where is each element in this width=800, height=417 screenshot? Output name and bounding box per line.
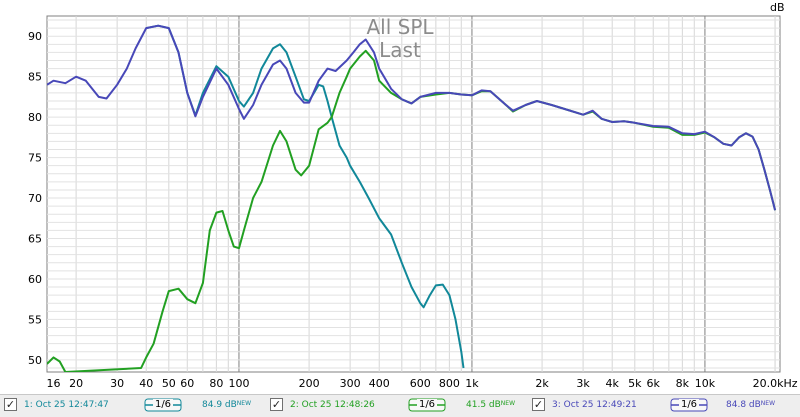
x-tick-label: 60 [180,377,194,390]
y-tick-label: 65 [28,233,42,246]
y-axis-label: dB [770,1,785,14]
x-tick-label: 50 [162,377,176,390]
y-tick-label: 50 [28,354,42,367]
x-tick-label: 5k [628,377,642,390]
legend-bar: ✓ 1: Oct 25 12:47:47 1/6 84.9 dBNEW ✓ 2:… [0,394,800,417]
smoothing-label-3: 1/6 [678,399,700,410]
x-tick-label: 200 [299,377,320,390]
series-line-2 [47,49,777,372]
y-tick-label: 70 [28,192,42,205]
legend-label-2: 2: Oct 25 12:48:26 [290,400,375,410]
smoothing-button-3[interactable]: 1/6 [670,398,708,412]
series-line-1 [146,24,465,369]
x-tick-label: 16 [47,377,61,390]
chart-title: All SPL [366,15,434,39]
spl-chart[interactable]: 50 55 60 65 70 75 80 85 90 16 20 30 40 50 60 80 100 200 3… [0,0,800,394]
x-tick-label: 2k [535,377,549,390]
x-tick-label: 600 [410,377,431,390]
y-tick-label: 55 [28,313,42,326]
x-tick-label: 20.0kHz [753,377,798,390]
x-tick-label: 30 [110,377,124,390]
legend-checkbox-3[interactable]: ✓ [532,398,545,411]
plot-area [46,15,781,373]
series-line-3 [47,24,777,211]
legend-checkbox-1[interactable]: ✓ [4,398,17,411]
legend-value-3: 84.8 dBNEW [726,400,776,410]
x-tick-label: 20 [69,377,83,390]
x-tick-label: 400 [369,377,390,390]
new-badge-3: NEW [760,400,776,407]
y-tick-label: 75 [28,152,42,165]
new-badge-2: NEW [500,400,516,407]
x-tick-label: 1k [465,377,479,390]
x-tick-label: 10k [695,377,716,390]
x-tick-label: 80 [209,377,223,390]
legend-value-1: 84.9 dBNEW [202,400,252,410]
y-tick-labels: 50 55 60 65 70 75 80 85 90 [28,30,42,367]
y-tick-label: 60 [28,273,42,286]
y-tick-label: 80 [28,111,42,124]
chart-subtitle: Last [379,38,421,62]
series-lines [47,24,777,372]
y-tick-label: 90 [28,30,42,43]
legend-label-1: 1: Oct 25 12:47:47 [24,400,109,410]
smoothing-button-1[interactable]: 1/6 [144,398,182,412]
legend-checkbox-2[interactable]: ✓ [270,398,283,411]
grid-lines [47,16,780,372]
x-tick-label: 6k [647,377,661,390]
x-tick-label: 800 [439,377,460,390]
smoothing-label-1: 1/6 [152,399,174,410]
y-tick-label: 85 [28,71,42,84]
x-tick-label: 8k [676,377,690,390]
x-tick-label: 100 [228,377,249,390]
x-tick-label: 3k [576,377,590,390]
new-badge-1: NEW [236,400,252,407]
x-tick-label: 300 [340,377,361,390]
legend-label-3: 3: Oct 25 12:49:21 [552,400,637,410]
x-tick-label: 40 [139,377,153,390]
smoothing-label-2: 1/6 [416,399,438,410]
legend-value-2: 41.5 dBNEW [466,400,516,410]
x-tick-labels: 16 20 30 40 50 60 80 100 200 300 400 600 800 1k 2k 3k 4k… [47,377,798,390]
smoothing-button-2[interactable]: 1/6 [408,398,446,412]
x-tick-label: 4k [606,377,620,390]
